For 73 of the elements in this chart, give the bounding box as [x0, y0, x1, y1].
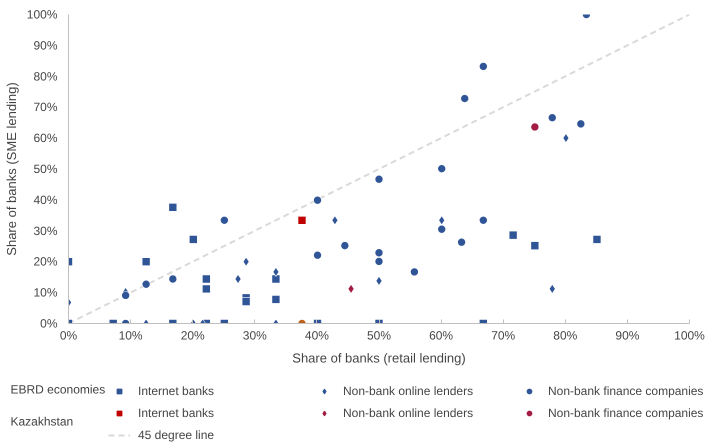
point	[410, 268, 419, 276]
y-tick-label: 40%	[33, 192, 58, 207]
y-tick-label: 50%	[33, 162, 58, 176]
point	[479, 216, 488, 225]
legend-label: Non-bank online lenders	[343, 384, 474, 398]
x-tick-label: 40%	[304, 328, 330, 342]
x-tick-label: 70%	[491, 328, 516, 342]
point	[313, 250, 322, 260]
y-tick-label: 10%	[33, 286, 58, 300]
point	[242, 297, 250, 306]
point	[530, 241, 540, 250]
x-tick-label: 50%	[366, 328, 392, 342]
point	[438, 215, 446, 226]
point	[121, 291, 130, 300]
x-tick-label: 0%	[60, 328, 78, 342]
y-tick-label: 0%	[40, 316, 58, 330]
x-tick-label: 20%	[180, 328, 206, 342]
y-tick-label: 80%	[33, 69, 58, 84]
point	[562, 133, 570, 143]
y-tick-label: 70%	[33, 100, 58, 114]
point	[592, 235, 602, 244]
y-axis-title: Share of banks (SME lending)	[4, 82, 19, 256]
point	[460, 94, 469, 103]
point	[142, 280, 150, 289]
point	[548, 113, 557, 122]
x-axis-title: Share of banks (retail lending)	[292, 350, 466, 366]
point	[202, 284, 211, 294]
text: Kazakhstan	[10, 414, 74, 428]
point	[479, 62, 488, 71]
point	[272, 274, 280, 284]
point	[272, 267, 280, 277]
x-tick-label: 10%	[118, 328, 143, 342]
point	[202, 274, 211, 284]
point	[548, 284, 556, 294]
text: EBRD economies	[10, 382, 106, 396]
point	[142, 257, 150, 266]
y-tick-label: 30%	[33, 224, 58, 238]
x-tick-label: 100%	[674, 328, 706, 342]
legend-label: Non-bank finance companies	[548, 384, 704, 398]
point	[220, 216, 229, 225]
x-tick-label: 60%	[429, 328, 454, 342]
point	[298, 216, 306, 225]
point	[437, 224, 446, 234]
y-tick-label: 20%	[33, 254, 58, 269]
x-tick-label: 80%	[553, 328, 578, 342]
point	[376, 276, 382, 286]
point	[168, 203, 178, 212]
x-tick-label: 30%	[242, 328, 268, 342]
point	[374, 174, 384, 184]
point	[348, 284, 354, 294]
point	[374, 248, 384, 258]
point	[168, 274, 178, 284]
point	[437, 164, 446, 173]
point	[576, 120, 586, 128]
legend-label: Internet banks	[138, 384, 216, 398]
legend-label: 45 degree line	[138, 428, 216, 442]
point	[242, 256, 250, 266]
point	[374, 257, 384, 266]
point	[340, 241, 350, 250]
y-tick-label: 100%	[26, 8, 58, 22]
point	[508, 230, 518, 240]
point	[530, 122, 540, 132]
legend-label: Non-bank online lenders	[343, 406, 474, 420]
y-tick-label: 90%	[33, 38, 58, 52]
point	[313, 196, 322, 204]
legend-label: Non-bank finance companies	[548, 406, 704, 420]
point	[189, 235, 198, 244]
legend-label: Internet banks	[138, 406, 216, 420]
y-tick-label: 60%	[33, 131, 58, 146]
x-tick-label: 90%	[615, 328, 640, 342]
point	[234, 274, 242, 284]
point	[272, 295, 280, 304]
point	[457, 238, 466, 247]
